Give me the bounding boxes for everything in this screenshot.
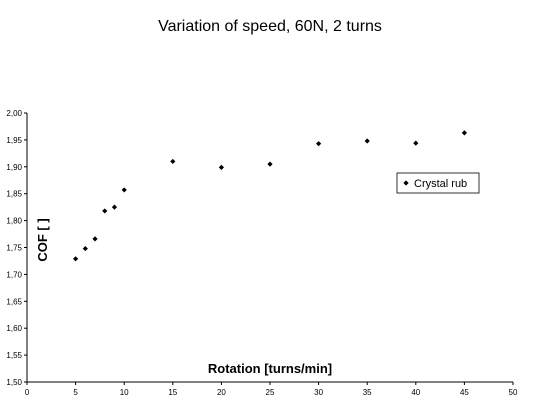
x-tick-label: 10 [120, 388, 129, 397]
data-point [364, 138, 370, 144]
x-axis-label: Rotation [turns/min] [208, 361, 332, 376]
y-tick-label: 2,00 [6, 109, 22, 118]
x-tick-label: 0 [25, 388, 30, 397]
y-axis-label: COF [ ] [35, 218, 50, 261]
data-point [316, 141, 322, 147]
y-tick-label: 1,60 [6, 324, 22, 333]
x-tick-label: 45 [460, 388, 469, 397]
x-tick-label: 40 [411, 388, 420, 397]
data-point [73, 256, 79, 262]
data-point [92, 236, 98, 242]
legend: Crystal rub [396, 172, 480, 194]
y-tick-label: 1,50 [6, 378, 22, 387]
y-tick-label: 1,80 [6, 217, 22, 226]
data-point [82, 245, 88, 252]
data-points [73, 130, 467, 262]
legend-box [396, 172, 480, 194]
data-point [121, 187, 127, 193]
y-tick-label: 1,65 [6, 297, 22, 306]
x-ticks: 0 5 10 15 20 25 30 35 40 45 50 [25, 382, 518, 397]
data-point [170, 158, 176, 165]
y-tick-label: 1,75 [6, 244, 22, 253]
y-tick-label: 1,95 [6, 136, 22, 145]
data-point [102, 208, 108, 214]
x-tick-label: 25 [266, 388, 275, 397]
data-point [111, 204, 118, 210]
x-tick-label: 20 [217, 388, 226, 397]
x-tick-label: 50 [509, 388, 518, 397]
y-tick-label: 1,90 [6, 163, 22, 172]
y-tick-label: 1,55 [6, 351, 22, 360]
y-ticks: 1,50 1,55 1,60 1,65 1,70 1,75 1,80 1,85 1,90 1,95… [6, 109, 27, 387]
x-tick-label: 15 [168, 388, 177, 397]
x-tick-label: 30 [314, 388, 323, 397]
x-tick-label: 5 [73, 388, 78, 397]
data-point [413, 140, 419, 146]
x-tick-label: 35 [363, 388, 372, 397]
data-point [461, 130, 467, 136]
data-point [267, 161, 273, 167]
y-tick-label: 1,85 [6, 190, 22, 199]
y-tick-label: 1,70 [6, 270, 22, 279]
chart-title: Variation of speed, 60N, 2 turns [158, 18, 382, 35]
data-point [218, 164, 224, 170]
legend-marker [403, 180, 409, 186]
legend-entry: Crystal rub [414, 178, 467, 190]
